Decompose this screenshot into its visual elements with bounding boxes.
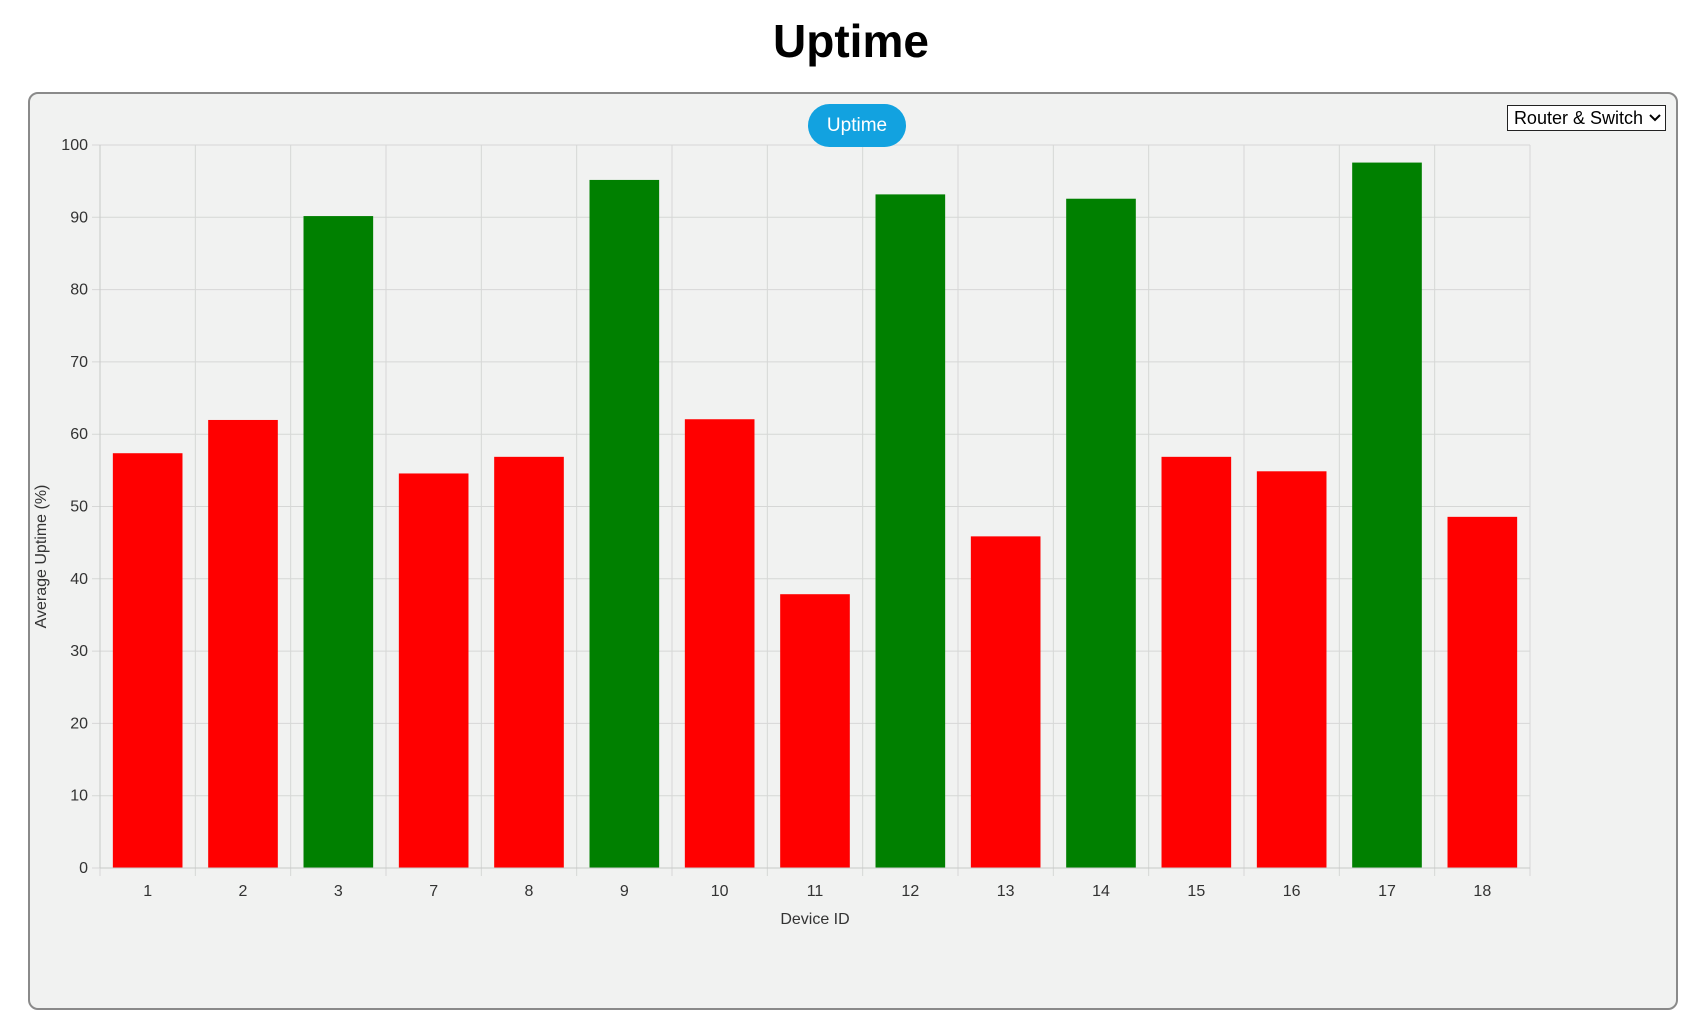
bar-device-2 [208,419,278,869]
x-tick-label: 9 [620,883,629,900]
x-tick-label: 18 [1473,883,1491,900]
chevron-down-icon [1649,111,1661,125]
bar-device-3 [303,216,374,869]
x-tick-label: 14 [1092,883,1110,900]
x-tick-label: 2 [239,883,248,900]
bars [112,162,1518,869]
x-tick-label: 10 [711,883,729,900]
bar-device-9 [589,179,660,869]
bar-device-7 [398,473,469,869]
bar-device-1 [112,453,183,869]
x-tick-label: 7 [429,883,438,900]
y-tick-label: 10 [70,788,88,805]
y-tick-label: 40 [70,571,88,588]
x-tick-label: 17 [1378,883,1396,900]
device-type-select-value: Router & Switch [1513,107,1643,128]
page-title: Uptime [773,15,929,67]
y-tick-label: 50 [70,499,88,516]
y-tick-label: 70 [70,354,88,371]
bar-device-13 [970,536,1041,869]
bar-device-10 [684,419,755,869]
legend-uptime-toggle[interactable]: Uptime [808,104,906,147]
x-tick-label: 12 [901,883,919,900]
y-tick-label: 90 [70,209,88,226]
x-tick-label: 16 [1283,883,1301,900]
bar-device-8 [494,456,564,869]
x-tick-label: 3 [334,883,343,900]
y-tick-label: 0 [79,860,88,877]
bar-device-15 [1161,456,1232,869]
y-axis-title: Average Uptime (%) [33,485,50,629]
y-tick-label: 100 [61,137,88,154]
y-tick-label: 60 [70,426,88,443]
y-tick-label: 20 [70,715,88,732]
y-tick-label: 80 [70,282,88,299]
x-tick-label: 13 [997,883,1015,900]
bar-device-14 [1066,198,1136,869]
x-tick-label: 8 [525,883,534,900]
bar-device-12 [875,194,946,869]
x-axis-title: Device ID [780,911,849,928]
bar-device-16 [1256,471,1327,869]
x-tick-label: 11 [807,883,824,900]
y-tick-label: 30 [70,643,88,660]
x-tick-label: 1 [143,883,152,900]
bar-device-11 [780,594,850,869]
bar-device-17 [1352,162,1422,869]
chart-card: 0 10 20 30 40 50 60 70 80 90 100 1 2 3 7 8 9 10 11 12 13 14 15… [28,92,1678,1010]
bar-device-18 [1447,516,1518,869]
device-type-select[interactable]: Router & Switch [1506,105,1666,131]
x-tick-label: 15 [1187,883,1205,900]
